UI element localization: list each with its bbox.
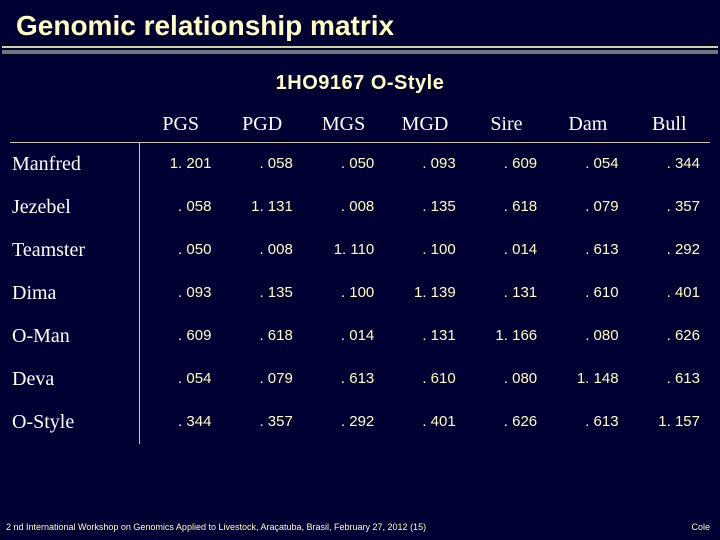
row-header: O-Man [10,315,140,358]
column-header: Sire [466,109,547,143]
data-cell: . 609 [466,143,547,186]
data-cell: . 292 [629,229,710,272]
data-cell: . 079 [547,186,628,229]
data-cell: . 135 [384,186,465,229]
row-header: Jezebel [10,186,140,229]
data-cell: . 100 [384,229,465,272]
row-header: O-Style [10,401,140,444]
data-cell: . 344 [140,401,221,444]
data-cell: . 613 [547,401,628,444]
data-cell: . 626 [466,401,547,444]
column-header: MGD [384,109,465,143]
data-cell: . 050 [140,229,221,272]
data-cell: . 079 [221,358,302,401]
rule-dark [2,50,718,54]
data-cell: . 100 [303,272,384,315]
data-cell: 1. 131 [221,186,302,229]
footer-left: 2 nd International Workshop on Genomics … [6,522,426,532]
data-cell: . 613 [303,358,384,401]
data-cell: . 610 [547,272,628,315]
data-cell: . 292 [303,401,384,444]
data-cell: . 080 [466,358,547,401]
data-cell: . 135 [221,272,302,315]
data-cell: . 344 [629,143,710,186]
column-header: PGD [221,109,302,143]
column-header: Dam [547,109,628,143]
data-cell: . 014 [466,229,547,272]
row-header: Dima [10,272,140,315]
data-cell: . 054 [547,143,628,186]
data-cell: . 618 [221,315,302,358]
data-cell: 1. 166 [466,315,547,358]
rule-light [2,46,718,48]
data-cell: . 008 [303,186,384,229]
data-cell: . 008 [221,229,302,272]
data-cell: . 609 [140,315,221,358]
data-cell: 1. 148 [547,358,628,401]
column-header: Bull [629,109,710,143]
column-header: PGS [140,109,221,143]
data-cell: . 626 [629,315,710,358]
data-cell: . 610 [384,358,465,401]
table-corner [10,109,140,143]
title-rules [0,46,720,54]
data-table: PGSPGDMGSMGDSireDamBullManfred1. 201. 05… [10,109,710,444]
data-cell: . 401 [629,272,710,315]
data-cell: 1. 139 [384,272,465,315]
footer-right: Cole [691,522,710,532]
column-header: MGS [303,109,384,143]
data-cell: . 014 [303,315,384,358]
data-cell: . 054 [140,358,221,401]
data-cell: 1. 110 [303,229,384,272]
data-cell: . 058 [140,186,221,229]
data-cell: 1. 157 [629,401,710,444]
data-cell: . 131 [384,315,465,358]
data-cell: 1. 201 [140,143,221,186]
data-cell: . 613 [547,229,628,272]
data-cell: . 613 [629,358,710,401]
data-cell: . 093 [384,143,465,186]
data-cell: . 618 [466,186,547,229]
data-cell: . 050 [303,143,384,186]
row-header: Deva [10,358,140,401]
footer: 2 nd International Workshop on Genomics … [6,522,710,532]
data-cell: . 401 [384,401,465,444]
page-title: Genomic relationship matrix [0,0,720,46]
row-header: Teamster [10,229,140,272]
subtitle: 1HO9167 O-Style [0,72,720,95]
row-header: Manfred [10,143,140,186]
data-cell: . 058 [221,143,302,186]
data-cell: . 093 [140,272,221,315]
data-cell: . 080 [547,315,628,358]
data-cell: . 131 [466,272,547,315]
data-cell: . 357 [221,401,302,444]
data-cell: . 357 [629,186,710,229]
